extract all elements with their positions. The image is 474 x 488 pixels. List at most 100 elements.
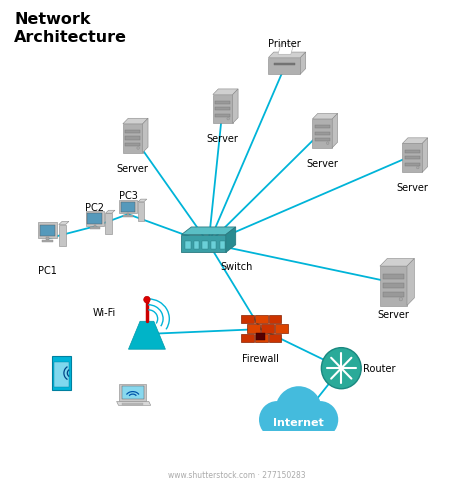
Bar (405, 157, 420, 160)
Text: Switch: Switch (221, 261, 253, 271)
Circle shape (327, 142, 329, 145)
Polygon shape (123, 124, 143, 153)
Bar (122, 386, 144, 400)
Text: Server: Server (396, 183, 428, 193)
Circle shape (227, 118, 229, 121)
Polygon shape (402, 139, 428, 144)
Bar (211, 242, 217, 249)
Bar (241, 334, 254, 342)
Text: Router: Router (363, 364, 395, 373)
Bar (94, 226, 96, 228)
Circle shape (284, 417, 313, 447)
Bar (258, 431, 339, 449)
Polygon shape (86, 212, 104, 226)
Polygon shape (213, 90, 238, 95)
Polygon shape (213, 95, 233, 124)
Bar (383, 275, 404, 279)
Bar (405, 150, 420, 153)
Polygon shape (37, 223, 57, 238)
Bar (121, 203, 135, 212)
Bar (383, 284, 404, 288)
Bar (315, 139, 330, 142)
Bar (90, 228, 100, 230)
Bar (255, 316, 268, 324)
Bar (127, 214, 129, 216)
Bar (122, 403, 143, 405)
Polygon shape (182, 235, 226, 253)
Circle shape (270, 414, 302, 447)
Polygon shape (312, 114, 337, 120)
Polygon shape (138, 200, 147, 203)
Polygon shape (422, 139, 428, 173)
Bar (125, 131, 140, 134)
Text: Server: Server (117, 163, 149, 173)
Text: PC2: PC2 (85, 203, 104, 212)
Bar (125, 143, 140, 147)
Bar (269, 316, 282, 324)
Polygon shape (128, 322, 165, 349)
Polygon shape (380, 266, 407, 306)
Polygon shape (402, 144, 422, 173)
Polygon shape (278, 44, 294, 55)
Bar (255, 334, 268, 342)
Polygon shape (233, 90, 238, 124)
Polygon shape (59, 225, 65, 247)
Bar (125, 137, 140, 141)
Circle shape (275, 386, 322, 435)
Bar (315, 126, 330, 129)
Text: Firewall: Firewall (242, 354, 279, 364)
Polygon shape (182, 227, 236, 235)
Circle shape (259, 401, 295, 438)
Bar (39, 225, 55, 236)
Polygon shape (143, 119, 148, 153)
Bar (274, 63, 295, 66)
Circle shape (137, 147, 139, 150)
Bar (241, 316, 254, 324)
Bar (405, 163, 420, 166)
Bar (256, 333, 265, 340)
Polygon shape (138, 203, 144, 222)
Bar (185, 242, 191, 249)
Text: Internet: Internet (273, 417, 324, 427)
Polygon shape (407, 259, 414, 306)
Polygon shape (226, 227, 236, 253)
Polygon shape (268, 59, 301, 75)
Bar (42, 240, 53, 242)
Polygon shape (301, 53, 306, 75)
Text: Server: Server (306, 159, 338, 168)
Polygon shape (117, 402, 151, 406)
Bar (55, 362, 69, 387)
Bar (383, 293, 404, 297)
Polygon shape (105, 214, 112, 234)
Text: www.shutterstock.com · 277150283: www.shutterstock.com · 277150283 (168, 470, 306, 479)
Bar (215, 114, 230, 118)
Bar (247, 325, 260, 333)
Bar (194, 242, 199, 249)
Bar (261, 325, 274, 333)
Bar (269, 334, 282, 342)
Bar (202, 242, 208, 249)
Bar (215, 102, 230, 104)
Polygon shape (380, 259, 414, 266)
Polygon shape (52, 357, 71, 390)
Polygon shape (105, 211, 115, 214)
Polygon shape (119, 384, 146, 402)
Polygon shape (119, 201, 137, 214)
Circle shape (144, 297, 150, 304)
Circle shape (295, 414, 328, 447)
Polygon shape (332, 114, 337, 148)
Bar (315, 132, 330, 136)
Text: Printer: Printer (268, 39, 301, 49)
Text: Server: Server (377, 310, 410, 320)
Bar (219, 242, 225, 249)
Text: Network
Architecture: Network Architecture (14, 12, 127, 44)
Bar (215, 108, 230, 111)
Text: Wi-Fi: Wi-Fi (92, 307, 116, 317)
Polygon shape (59, 222, 69, 225)
Bar (46, 238, 49, 241)
Polygon shape (268, 53, 306, 59)
Bar (87, 214, 102, 224)
Circle shape (302, 401, 338, 438)
Text: PC3: PC3 (118, 190, 137, 200)
Text: Server: Server (207, 134, 239, 144)
